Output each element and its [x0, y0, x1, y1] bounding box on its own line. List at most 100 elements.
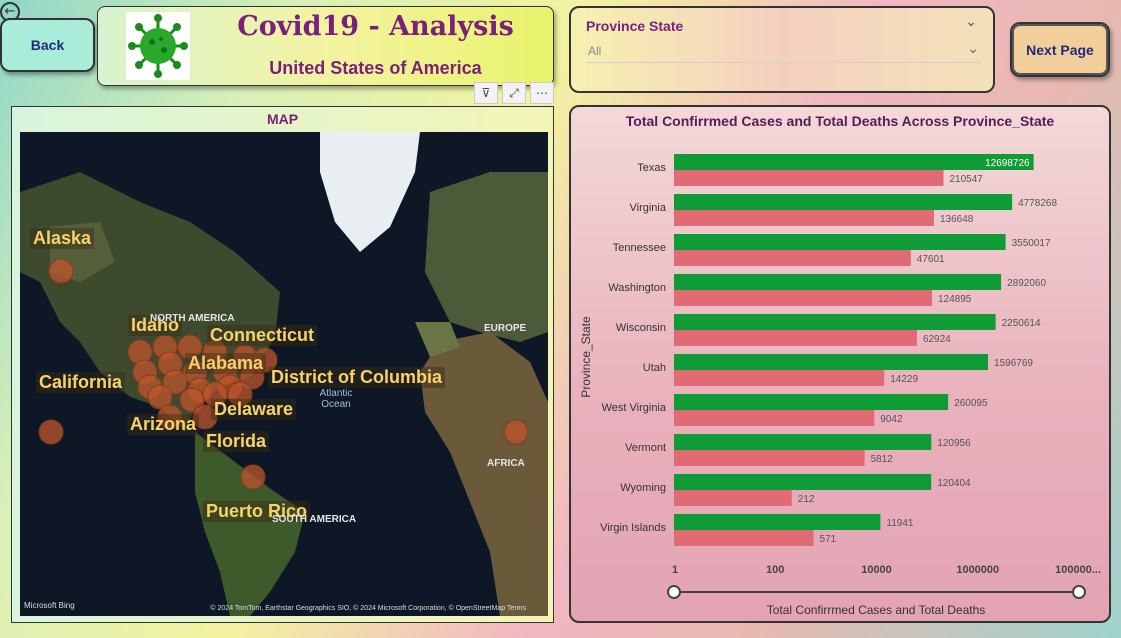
data-label: 12698726 [985, 158, 1030, 169]
map-label-florida: Florida [203, 431, 270, 452]
data-label: 2892060 [1007, 278, 1046, 289]
data-label: 14229 [890, 374, 918, 385]
bar-confirmed[interactable] [674, 434, 932, 450]
category-label: Washington [608, 282, 666, 294]
bar-deaths[interactable] [674, 490, 792, 506]
bar-deaths[interactable] [674, 330, 917, 346]
map-label-alabama: Alabama [185, 353, 267, 374]
bar-deaths[interactable] [674, 210, 934, 226]
data-label: 5812 [871, 454, 894, 465]
bar-deaths[interactable] [674, 290, 933, 306]
filter-icon[interactable]: ⊽ [474, 82, 498, 104]
next-page-button[interactable]: Next Page [1010, 22, 1110, 77]
bar-confirmed[interactable] [674, 474, 932, 490]
data-label: 120404 [937, 478, 971, 489]
range-slider-track[interactable] [674, 591, 1079, 593]
geo-label-south-america: SOUTH AMERICA [272, 514, 357, 525]
map-copyright[interactable]: © 2024 TomTom, Earthstar Geographics SIO… [210, 605, 526, 612]
category-label: Texas [637, 162, 666, 174]
data-label: 212 [798, 494, 815, 505]
focus-mode-icon[interactable]: ⤢ [502, 82, 526, 104]
chevron-down-icon[interactable]: ⌄ [965, 14, 977, 30]
geo-label-north-america: NORTH AMERICA [150, 313, 235, 324]
slicer-title: Province State [586, 18, 684, 34]
bar-confirmed[interactable] [674, 354, 989, 370]
map-label-delaware: Delaware [211, 399, 297, 420]
title-card: Covid19 - Analysis United States of Amer… [97, 6, 554, 86]
province-state-dropdown[interactable]: All ⌄ [586, 41, 981, 63]
data-label: 62924 [923, 334, 951, 345]
x-tick-label: 100000... [1055, 564, 1101, 576]
more-options-icon[interactable]: ⋯ [530, 82, 554, 104]
data-label: 120956 [937, 438, 971, 449]
chart-title: Total Confirrmed Cases and Total Deaths … [625, 113, 1055, 129]
data-label: 47601 [917, 254, 945, 265]
world-map-graphic [20, 132, 548, 616]
bar-confirmed[interactable] [674, 394, 949, 410]
map-label-california: California [36, 372, 126, 393]
page-title: Covid19 - Analysis [237, 11, 514, 42]
back-button[interactable]: Back [0, 18, 95, 72]
range-slider-min-handle[interactable] [667, 585, 681, 599]
map-visual: MAP Alaska Idaho [11, 106, 554, 623]
map-label-arizona: Arizona [127, 414, 200, 435]
geo-label-africa: AFRICA [487, 458, 525, 469]
bar-confirmed[interactable] [674, 234, 1006, 250]
x-tick-label: 1000000 [956, 564, 999, 576]
map-label-dc: District of Columbia [268, 367, 446, 388]
data-label: 260095 [954, 398, 988, 409]
category-label: Wyoming [620, 482, 666, 494]
bar-confirmed[interactable] [674, 194, 1013, 210]
x-axis-title: Total Confirrmed Cases and Total Deaths [767, 603, 986, 617]
data-label: 11941 [886, 518, 914, 529]
y-axis-title: Province_State [579, 316, 593, 398]
page-subtitle: United States of America [269, 58, 482, 78]
category-label: Tennessee [613, 242, 666, 254]
bar-deaths[interactable] [674, 170, 944, 186]
next-page-label: Next Page [1026, 41, 1094, 58]
map-label-puerto-rico: Puerto Rico [203, 501, 311, 522]
map-canvas[interactable]: Alaska Idaho Connecticut Alabama Califor… [20, 132, 548, 616]
range-slider-max-handle[interactable] [1072, 585, 1086, 599]
map-label-alaska: Alaska [30, 228, 95, 249]
next-page-button-inner[interactable]: Next Page [1012, 24, 1108, 75]
geo-label-atlantic-ocean: Atlantic Ocean [319, 388, 353, 410]
data-label: 2250614 [1002, 318, 1041, 329]
bar-deaths[interactable] [674, 250, 911, 266]
category-label: Wisconsin [616, 322, 666, 334]
bar-confirmed[interactable] [674, 274, 1002, 290]
bar-confirmed[interactable] [674, 514, 881, 530]
virus-logo-icon [126, 12, 190, 80]
category-label: Utah [643, 362, 666, 374]
bar-chart-visual: Total Confirrmed Cases and Total Deaths … [569, 105, 1111, 623]
visual-toolbar: ⊽ ⤢ ⋯ [474, 82, 554, 104]
category-label: West Virginia [602, 402, 667, 414]
x-tick-label: 1 [672, 564, 678, 576]
map-title: MAP [266, 111, 299, 127]
map-label-connecticut: Connecticut [207, 325, 318, 346]
bar-deaths[interactable] [674, 370, 885, 386]
bar-confirmed[interactable] [674, 154, 1034, 170]
data-label: 124895 [938, 294, 972, 305]
data-label: 4778268 [1018, 198, 1057, 209]
data-label: 136648 [940, 214, 974, 225]
data-label: 9042 [880, 414, 903, 425]
bar-confirmed[interactable] [674, 314, 996, 330]
data-label: 210547 [949, 174, 983, 185]
map-label-idaho: Idaho [128, 315, 182, 336]
province-state-slicer[interactable]: Province State ⌄ All ⌄ [569, 6, 995, 93]
bar-deaths[interactable] [674, 410, 875, 426]
back-button-label: Back [30, 37, 65, 53]
category-label: Virginia [630, 202, 667, 214]
data-label: 571 [820, 534, 837, 545]
x-tick-label: 100 [766, 564, 784, 576]
bing-attribution: Microsoft Bing [24, 601, 75, 610]
bar-deaths[interactable] [674, 450, 865, 466]
data-label: 3550017 [1012, 238, 1051, 249]
geo-label-europe: EUROPE [484, 323, 527, 334]
slicer-selected-value: All [588, 44, 602, 58]
category-label: Virgin Islands [600, 522, 666, 534]
dropdown-chevron-icon[interactable]: ⌄ [967, 41, 979, 57]
bar-deaths[interactable] [674, 530, 814, 546]
